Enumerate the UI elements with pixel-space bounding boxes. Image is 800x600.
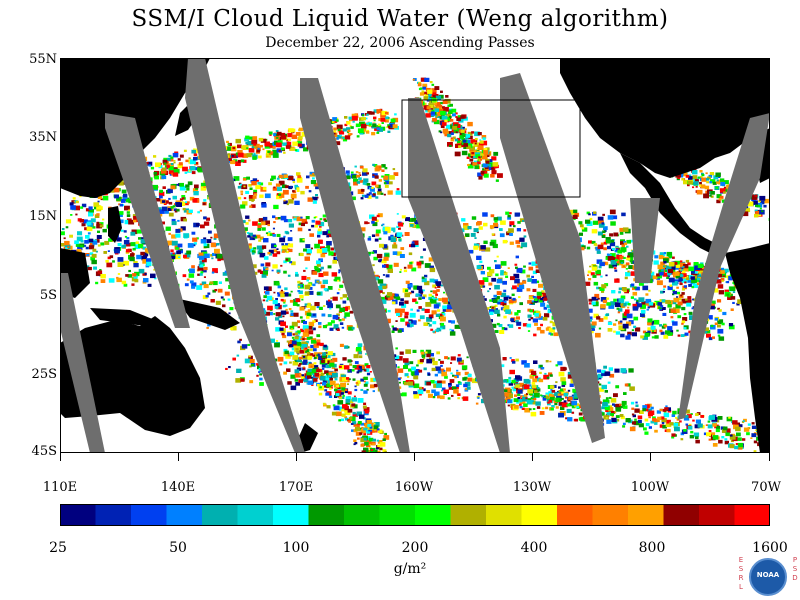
landmass-australia (60, 316, 205, 436)
lon-label-70w: 70W (751, 480, 781, 495)
lat-label-55n: 55N (29, 52, 57, 67)
colorbar-swatch (521, 504, 558, 526)
lon-label-170e: 170E (278, 480, 314, 495)
landmass-new-guinea (175, 298, 240, 330)
colorbar-swatch (131, 504, 168, 526)
map-title: SSM/I Cloud Liquid Water (Weng algorithm… (131, 6, 669, 32)
colorbar-swatch (60, 504, 97, 526)
colorbar-swatch (237, 504, 274, 526)
swath-gap-4 (300, 78, 410, 453)
landmass-central-america (620, 153, 725, 258)
colorbar-swatch (699, 504, 736, 526)
swath-gap-3 (185, 58, 305, 453)
colorbar-swatch (273, 504, 310, 526)
esrl-psd-noaa-logo: E S R L NOAA P S D (737, 556, 799, 598)
colorbar-swatch (202, 504, 239, 526)
colorbar-border (60, 504, 770, 526)
colorbar-swatch (450, 504, 487, 526)
colorbar-swatch (415, 504, 452, 526)
colorbar (60, 504, 770, 526)
map-canvas (60, 58, 770, 453)
colorbar-swatch (308, 504, 345, 526)
swath-gap-5 (408, 98, 510, 453)
logo-right-letters: P S D (792, 556, 798, 582)
colorbar-swatches (60, 504, 770, 526)
colorbar-swatch (486, 504, 523, 526)
map-border (60, 58, 770, 453)
landmass-north-america (560, 58, 770, 178)
colorbar-units: g/m² (393, 561, 427, 577)
lon-label-140e: 140E (160, 480, 196, 495)
lat-label-25s: 25S (31, 367, 57, 382)
colorbar-swatch (166, 504, 203, 526)
colorbar-label-100: 100 (282, 540, 310, 556)
colorbar-swatch (557, 504, 594, 526)
lon-label-110e: 110E (42, 480, 78, 495)
noaa-emblem: NOAA (749, 558, 787, 596)
colorbar-swatch (95, 504, 132, 526)
lat-label-45s: 45S (31, 444, 57, 459)
colorbar-swatch (734, 504, 770, 526)
colorbar-label-1600: 1600 (752, 540, 788, 556)
lon-ticks (60, 453, 770, 461)
colorbar-swatch (592, 504, 629, 526)
colorbar-swatch (663, 504, 700, 526)
colorbar-swatch (628, 504, 665, 526)
lat-label-5s: 5S (39, 288, 57, 303)
swath-gap-7 (630, 198, 660, 283)
landmass-indonesia (90, 308, 155, 326)
lon-label-100w: 100W (630, 480, 670, 495)
colorbar-label-400: 400 (520, 540, 548, 556)
map-subtitle: December 22, 2006 Ascending Passes (265, 35, 535, 51)
swath-gap-1 (105, 113, 190, 328)
lon-label-160w: 160W (394, 480, 434, 495)
colorbar-swatch (344, 504, 381, 526)
data-gaps (60, 58, 770, 453)
colorbar-label-800: 800 (638, 540, 666, 556)
cloud-water-map (60, 58, 770, 453)
colorbar-label-25: 25 (49, 540, 67, 556)
colorbar-label-200: 200 (401, 540, 429, 556)
logo-left-letters: E S R L (738, 556, 744, 591)
swath-gap-8 (678, 113, 770, 420)
land-masses (60, 58, 770, 453)
lat-label-35n: 35N (29, 130, 57, 145)
colorbar-swatch (379, 504, 416, 526)
swath-gap-2 (60, 273, 105, 453)
landmass-philippines (108, 206, 122, 243)
landmass-south-america (725, 243, 770, 453)
colorbar-label-50: 50 (169, 540, 187, 556)
swath-gap-6 (500, 73, 605, 443)
region-box (401, 99, 581, 198)
lat-label-15n: 15N (29, 209, 57, 224)
lon-label-130w: 130W (512, 480, 552, 495)
